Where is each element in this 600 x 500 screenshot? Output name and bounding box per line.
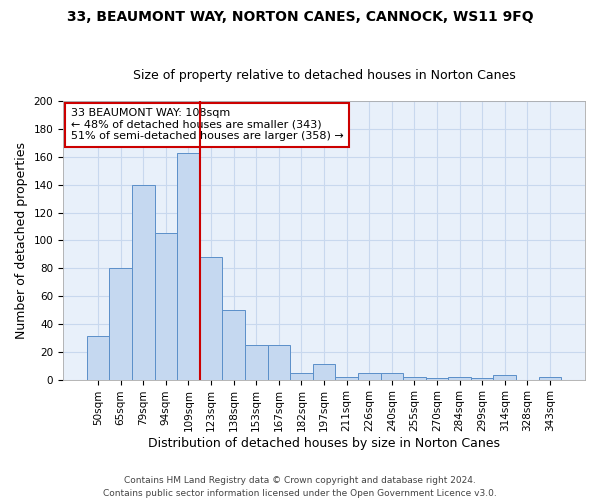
Text: 33, BEAUMONT WAY, NORTON CANES, CANNOCK, WS11 9FQ: 33, BEAUMONT WAY, NORTON CANES, CANNOCK,… [67, 10, 533, 24]
Bar [245, 345, 268, 380]
Bar [403, 377, 425, 380]
Bar [539, 377, 561, 380]
Text: Contains HM Land Registry data © Crown copyright and database right 2024.
Contai: Contains HM Land Registry data © Crown c… [103, 476, 497, 498]
Bar [313, 364, 335, 380]
Bar [471, 378, 493, 380]
Bar [223, 310, 245, 380]
Bar [268, 345, 290, 380]
Bar [448, 377, 471, 380]
Bar [290, 372, 313, 380]
Bar [358, 372, 380, 380]
Bar [155, 234, 177, 380]
Bar [200, 257, 223, 380]
X-axis label: Distribution of detached houses by size in Norton Canes: Distribution of detached houses by size … [148, 437, 500, 450]
Bar [380, 372, 403, 380]
Bar [425, 378, 448, 380]
Title: Size of property relative to detached houses in Norton Canes: Size of property relative to detached ho… [133, 69, 515, 82]
Bar [177, 152, 200, 380]
Bar [493, 376, 516, 380]
Bar [109, 268, 132, 380]
Text: 33 BEAUMONT WAY: 108sqm
← 48% of detached houses are smaller (343)
51% of semi-d: 33 BEAUMONT WAY: 108sqm ← 48% of detache… [71, 108, 344, 142]
Bar [87, 336, 109, 380]
Y-axis label: Number of detached properties: Number of detached properties [15, 142, 28, 339]
Bar [335, 377, 358, 380]
Bar [132, 184, 155, 380]
